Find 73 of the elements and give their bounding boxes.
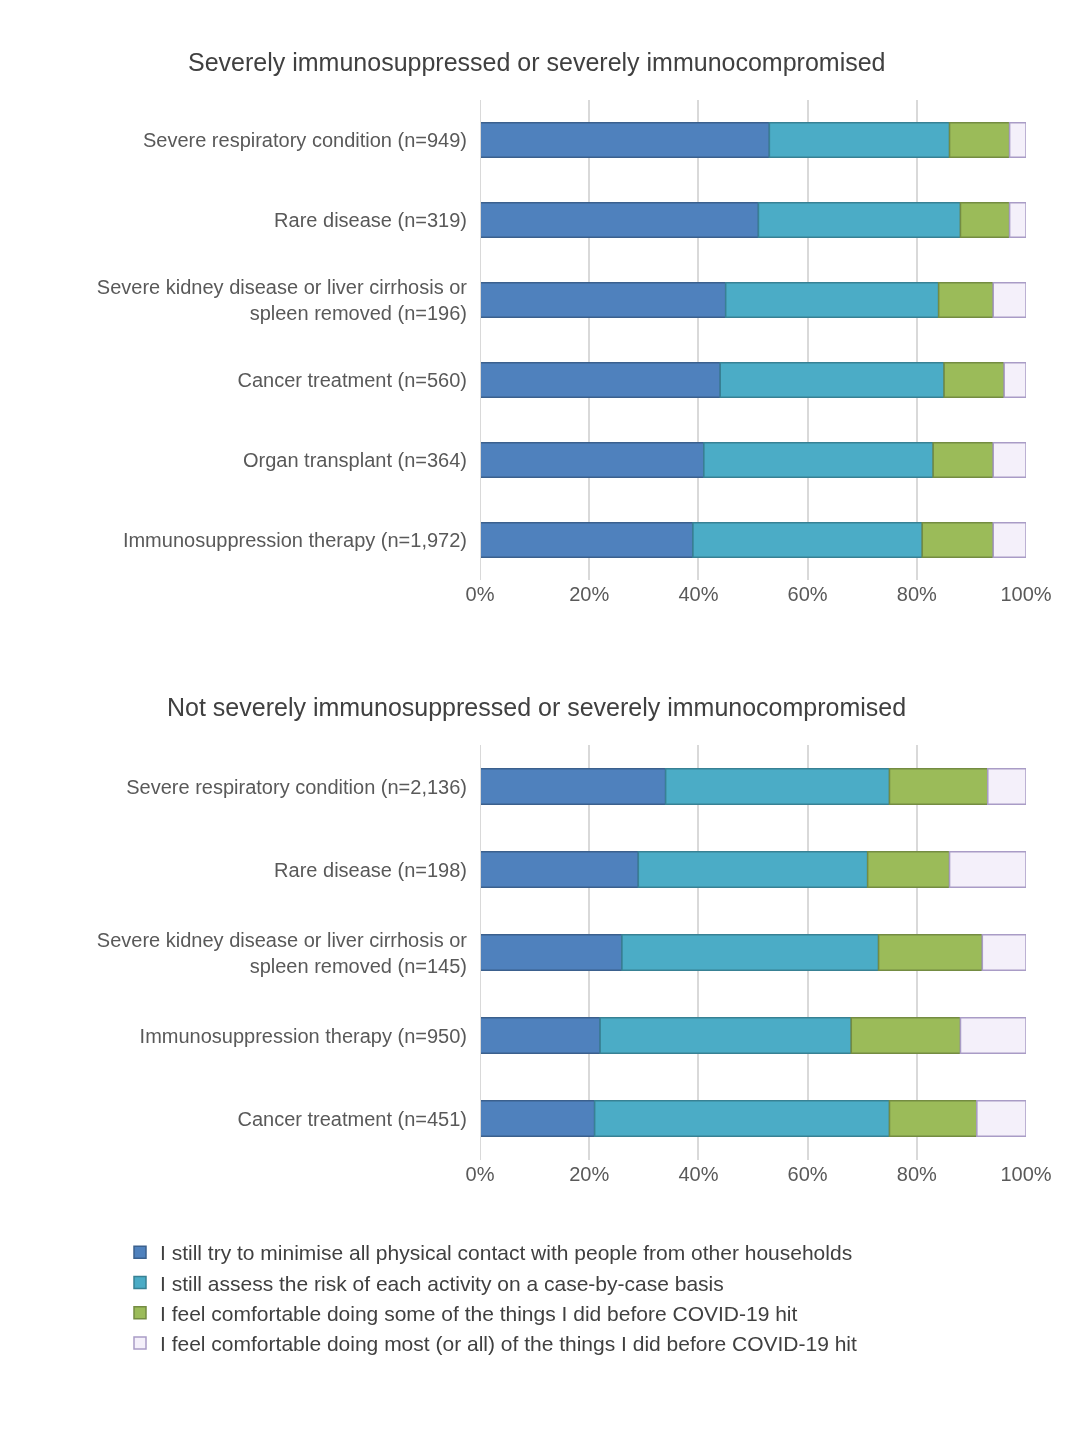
x-tick-label: 100% [1000, 1163, 1052, 1185]
legend-label: I still try to minimise all physical contact with people from other households [160, 1241, 853, 1265]
bar [480, 122, 771, 158]
y-tick-label: Severe respiratory condition (n=2,136) [126, 775, 467, 798]
bar [480, 362, 721, 398]
bar [850, 1016, 962, 1055]
bar [992, 442, 1026, 478]
bar [664, 767, 891, 806]
bar [480, 202, 760, 238]
chart-title: Severely immunosuppressed or severely immunocompromised [188, 48, 886, 76]
y-tick-label: Rare disease (n=319) [274, 209, 467, 231]
y-tick-label: Cancer treatment (n=451) [237, 1107, 467, 1130]
x-tick-label: 60% [787, 583, 828, 605]
bar [943, 362, 1005, 398]
y-tick-label: Severe kidney disease or liver cirrhosis or spleen removed (n=196) [96, 276, 468, 324]
bar [768, 122, 951, 158]
y-tick-label: Cancer treatment (n=560) [237, 369, 467, 391]
x-tick-label: 0% [465, 1163, 495, 1185]
bar [981, 933, 1026, 972]
bar [992, 282, 1026, 318]
bar [480, 282, 727, 318]
bar [692, 522, 924, 558]
bar [888, 1099, 978, 1138]
y-tick-label: Severe kidney disease or liver cirrhosis or spleen removed (n=145) [96, 928, 468, 977]
y-tick-label: Immunosuppression therapy (n=1,972) [122, 529, 467, 551]
chart-title: Not severely immunosuppressed or severely immunocompromised [167, 693, 907, 721]
bar [703, 442, 934, 478]
bar [948, 122, 1011, 158]
bar [480, 1099, 596, 1138]
legend-label: I feel comfortable doing most (or all) of the things I did before COVID-19 hit [160, 1332, 857, 1356]
bar [480, 933, 623, 972]
x-tick-label: 0% [465, 583, 495, 605]
bar [937, 282, 994, 318]
bar [593, 1099, 891, 1138]
bar [480, 522, 694, 558]
y-tick-label: Rare disease (n=198) [274, 858, 467, 881]
x-tick-label: 80% [896, 1163, 938, 1185]
bar [757, 202, 962, 238]
bar [948, 850, 1026, 889]
x-tick-label: 80% [896, 583, 938, 605]
bar [921, 522, 994, 558]
bar [1008, 202, 1026, 238]
bar [1008, 122, 1026, 158]
x-tick-label: 60% [787, 1163, 828, 1185]
bar [932, 442, 994, 478]
x-tick-label: 20% [569, 583, 610, 605]
bar [959, 202, 1011, 238]
bar [599, 1016, 853, 1055]
legend-label: I feel comfortable doing some of the things I did before COVID-19 hit [160, 1301, 798, 1325]
bar [480, 442, 705, 478]
x-tick-label: 100% [1000, 583, 1052, 605]
bar [1003, 362, 1026, 398]
y-tick-label: Severe respiratory condition (n=949) [142, 129, 467, 151]
bar [724, 282, 940, 318]
legend-label: I still assess the risk of each activity on a case-by-case basis [160, 1271, 724, 1295]
bar [992, 522, 1026, 558]
bar [866, 850, 951, 889]
bar [480, 767, 667, 806]
bar [719, 362, 945, 398]
bar [621, 933, 880, 972]
bar [637, 850, 869, 889]
bar [480, 850, 640, 889]
y-tick-label: Organ transplant (n=364) [242, 449, 467, 471]
bar [877, 933, 984, 972]
bar [987, 767, 1026, 806]
x-tick-label: 20% [569, 1163, 610, 1185]
bar [480, 1016, 601, 1055]
y-tick-label: Immunosuppression therapy (n=950) [139, 1024, 467, 1047]
bar [959, 1016, 1026, 1055]
bar [976, 1099, 1026, 1138]
bar [888, 767, 989, 806]
x-tick-label: 40% [678, 1163, 719, 1185]
x-tick-label: 40% [678, 583, 719, 605]
